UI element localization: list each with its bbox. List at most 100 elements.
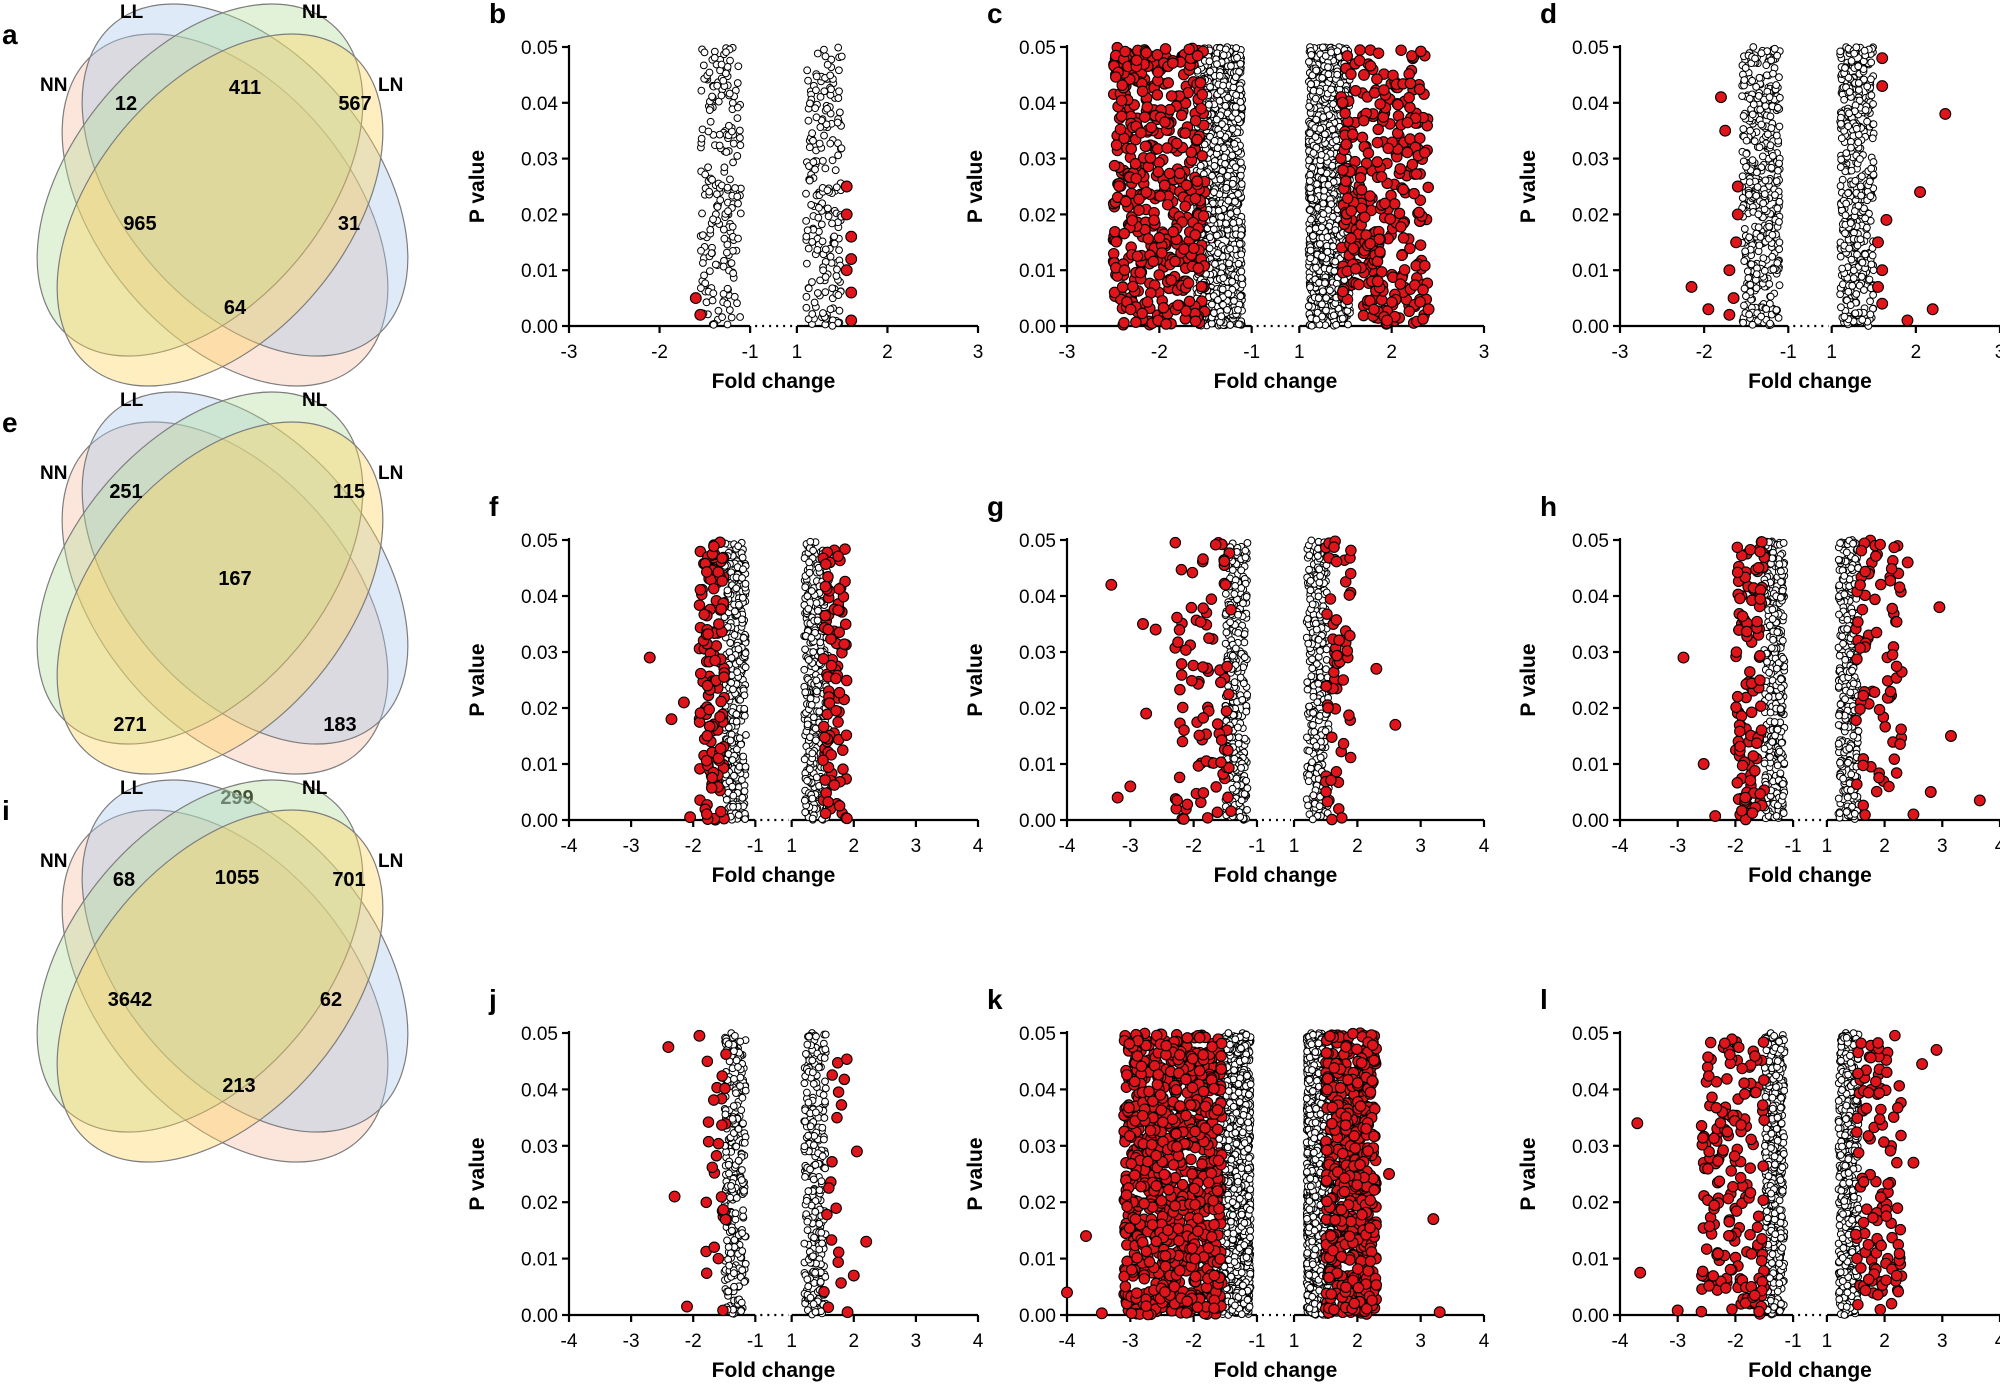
point-not-significant: [739, 616, 746, 623]
point-not-significant: [1232, 103, 1239, 110]
point-not-significant: [838, 53, 845, 60]
point-not-significant: [1319, 44, 1326, 51]
point-not-significant: [1337, 80, 1344, 87]
point-significant: [1192, 134, 1202, 144]
point-not-significant: [1755, 211, 1762, 218]
point-not-significant: [1770, 266, 1777, 273]
venn-count: 965: [123, 213, 156, 235]
point-not-significant: [1321, 187, 1328, 194]
point-not-significant: [1224, 172, 1231, 179]
point-not-significant: [1855, 202, 1862, 209]
point-significant: [1414, 84, 1424, 94]
point-significant: [1170, 256, 1180, 266]
point-not-significant: [723, 149, 730, 156]
point-not-significant: [733, 585, 740, 592]
point-not-significant: [1838, 156, 1845, 163]
point-significant: [1181, 180, 1191, 190]
point-not-significant: [1328, 49, 1335, 56]
point-not-significant: [1867, 298, 1874, 305]
point-significant: [1146, 122, 1156, 132]
point-not-significant: [1752, 55, 1759, 62]
point-significant: [1340, 108, 1350, 118]
point-not-significant: [742, 580, 749, 587]
point-not-significant: [1776, 218, 1783, 225]
point-significant: [846, 315, 857, 326]
point-significant: [1365, 238, 1375, 248]
point-not-significant: [1843, 150, 1850, 157]
x-tick-label: 3: [1479, 342, 1490, 363]
point-significant: [1197, 89, 1207, 99]
point-not-significant: [733, 711, 740, 718]
point-not-significant: [1739, 173, 1746, 180]
point-not-significant: [827, 253, 834, 260]
y-tick-label: 0.04: [1572, 94, 1609, 115]
venn-count: 62: [320, 989, 342, 1011]
point-not-significant: [1227, 245, 1234, 252]
point-not-significant: [738, 776, 745, 783]
point-not-significant: [1741, 77, 1748, 84]
point-significant: [1162, 143, 1172, 153]
point-significant: [1189, 243, 1199, 253]
point-significant: [1414, 207, 1424, 217]
point-not-significant: [1238, 251, 1245, 258]
point-significant: [1116, 95, 1126, 105]
point-not-significant: [737, 142, 744, 149]
point-significant: [1119, 318, 1129, 328]
point-not-significant: [810, 137, 817, 144]
point-not-significant: [1197, 162, 1204, 169]
venn-set-label: NN: [40, 463, 67, 484]
point-not-significant: [1754, 184, 1761, 191]
point-not-significant: [1325, 181, 1332, 188]
point-not-significant: [807, 100, 814, 107]
point-not-significant: [707, 118, 714, 125]
point-not-significant: [1773, 132, 1780, 139]
point-not-significant: [1308, 51, 1315, 58]
point-not-significant: [1329, 162, 1336, 169]
point-not-significant: [1870, 291, 1877, 298]
point-not-significant: [1862, 251, 1869, 258]
y-tick-label: 0.02: [521, 205, 558, 226]
scatter-panel-d: d0.000.010.020.030.040.05-3-2-1123Fold c…: [1517, 0, 2000, 393]
point-not-significant: [723, 49, 730, 56]
point-not-significant: [1237, 60, 1244, 67]
point-not-significant: [1306, 157, 1313, 164]
scatter-points: [1108, 42, 1434, 330]
y-tick-label: 0.01: [1019, 261, 1056, 282]
point-significant: [1134, 205, 1144, 215]
point-not-significant: [1207, 83, 1214, 90]
point-not-significant: [1838, 304, 1845, 311]
point-not-significant: [730, 140, 737, 147]
point-not-significant: [1345, 321, 1352, 328]
y-tick-label: 0.04: [521, 94, 558, 115]
point-significant: [1873, 282, 1884, 293]
point-not-significant: [1762, 177, 1769, 184]
point-significant: [1131, 173, 1141, 183]
point-not-significant: [1236, 241, 1243, 248]
point-not-significant: [822, 246, 829, 253]
point-not-significant: [1209, 172, 1216, 179]
point-not-significant: [1318, 168, 1325, 175]
point-not-significant: [803, 260, 810, 267]
point-not-significant: [1772, 192, 1779, 199]
x-axis-title: Fold change: [1748, 370, 1872, 393]
point-not-significant: [835, 152, 842, 159]
point-not-significant: [1740, 126, 1747, 133]
y-tick-label: 0.04: [521, 587, 558, 608]
point-not-significant: [1846, 245, 1853, 252]
point-not-significant: [809, 311, 816, 318]
venn-set-label: NL: [302, 2, 328, 23]
point-not-significant: [1333, 137, 1340, 144]
point-not-significant: [724, 285, 731, 292]
point-not-significant: [810, 159, 817, 166]
point-not-significant: [735, 812, 742, 819]
point-significant: [1383, 143, 1393, 153]
point-significant: [1395, 164, 1405, 174]
point-not-significant: [735, 235, 742, 242]
point-not-significant: [1237, 86, 1244, 93]
point-not-significant: [1870, 159, 1877, 166]
point-not-significant: [1744, 268, 1751, 275]
point-not-significant: [808, 201, 815, 208]
point-not-significant: [1848, 57, 1855, 64]
point-not-significant: [1759, 153, 1766, 160]
point-not-significant: [1307, 284, 1314, 291]
